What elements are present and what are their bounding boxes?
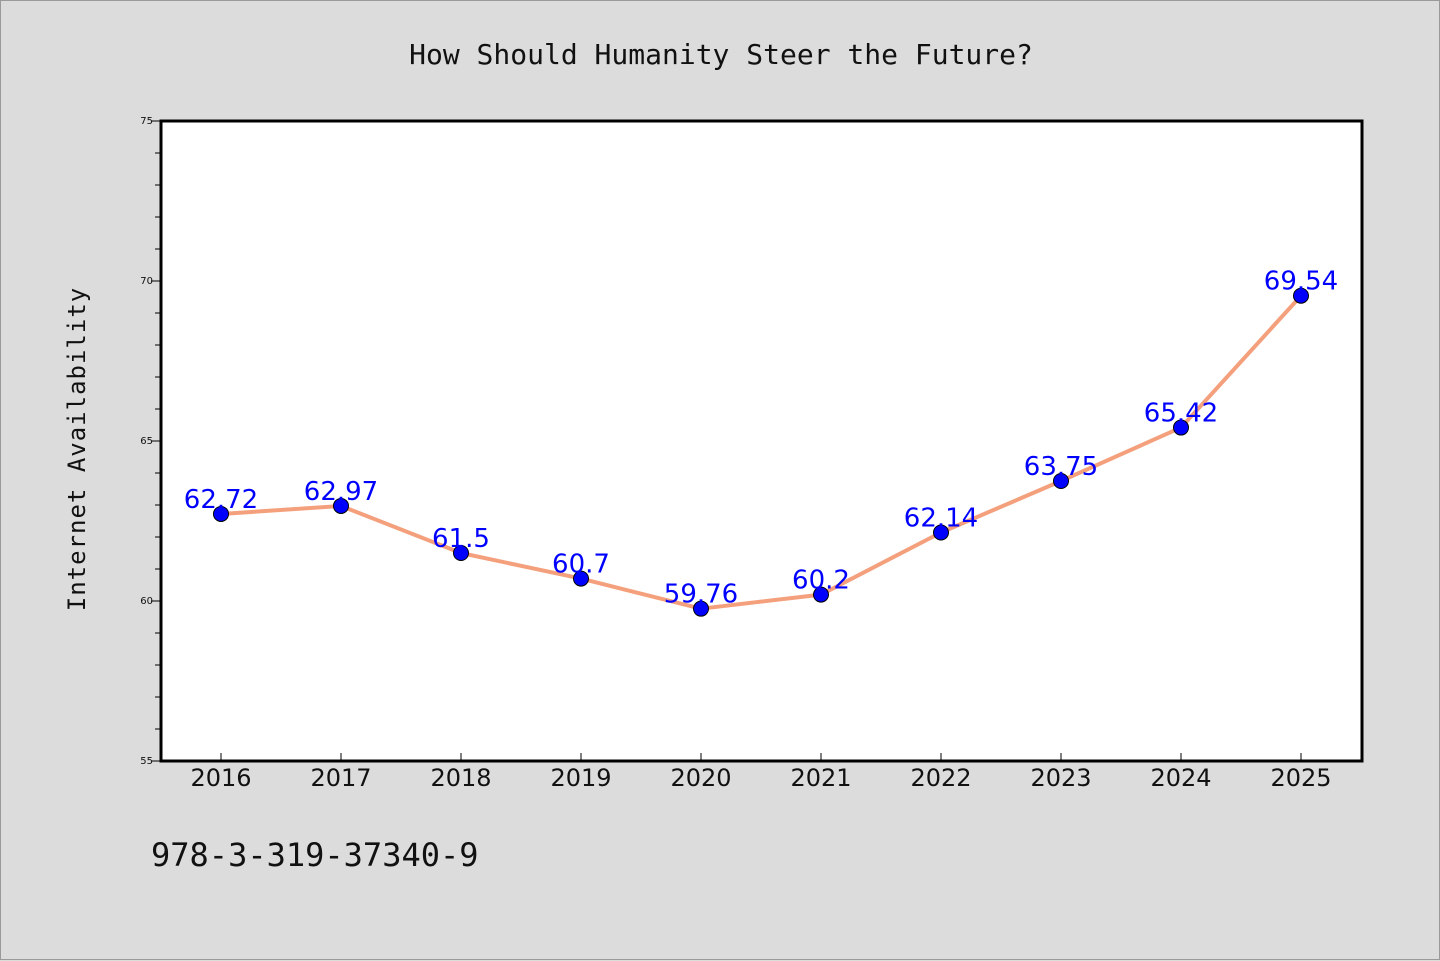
x-tick-label: 2023 — [1030, 764, 1091, 792]
y-axis-ticks: 55 60 65 70 75 — [140, 116, 161, 767]
data-label: 59.76 — [664, 580, 738, 610]
data-point — [1173, 419, 1189, 436]
y-axis-label: Internet Availability — [63, 287, 91, 611]
data-point — [333, 497, 349, 514]
chart-title: How Should Humanity Steer the Future? — [409, 38, 1033, 71]
x-tick-label: 2017 — [310, 764, 371, 792]
x-tick-label: 2018 — [430, 764, 491, 792]
series-layer — [213, 287, 1309, 617]
x-tick-label: 2016 — [190, 764, 251, 792]
y-tick-label: 55 — [140, 756, 153, 767]
footer-isbn: 978-3-319-37340-9 — [151, 836, 479, 874]
data-label: 60.2 — [792, 566, 850, 596]
data-label: 61.5 — [432, 524, 490, 554]
x-tick-label: 2019 — [550, 764, 611, 792]
x-tick-label: 2020 — [670, 764, 731, 792]
data-labels: 62.72 62.97 61.5 60.7 59.76 60.2 62.14 63.75 65.… — [184, 267, 1338, 610]
data-label: 63.75 — [1024, 452, 1098, 482]
data-point — [1053, 473, 1069, 489]
data-point — [1293, 287, 1309, 304]
x-axis-ticks: 2016 2017 2018 2019 2020 2021 2022 2023 2024 2025 — [190, 753, 1332, 792]
data-label: 69.54 — [1264, 267, 1338, 297]
data-point — [453, 545, 469, 561]
data-point — [573, 570, 589, 587]
data-point — [693, 600, 709, 617]
data-label: 62.97 — [304, 477, 378, 507]
series-line — [220, 294, 1303, 611]
data-label: 62.14 — [904, 504, 978, 534]
y-tick-label: 65 — [140, 436, 153, 447]
data-point — [213, 505, 229, 522]
data-point — [813, 586, 829, 603]
data-label: 62.72 — [184, 485, 258, 515]
data-label: 60.7 — [552, 550, 610, 580]
y-tick-label: 70 — [140, 276, 153, 287]
x-tick-label: 2025 — [1270, 764, 1331, 792]
data-point — [933, 524, 949, 541]
y-tick-label: 60 — [140, 596, 153, 607]
x-tick-label: 2024 — [1150, 764, 1211, 792]
plot-area — [159, 119, 1364, 763]
x-tick-label: 2022 — [910, 764, 971, 792]
data-label: 65.42 — [1144, 399, 1218, 429]
y-tick-label: 75 — [140, 116, 153, 127]
x-tick-label: 2021 — [790, 764, 851, 792]
